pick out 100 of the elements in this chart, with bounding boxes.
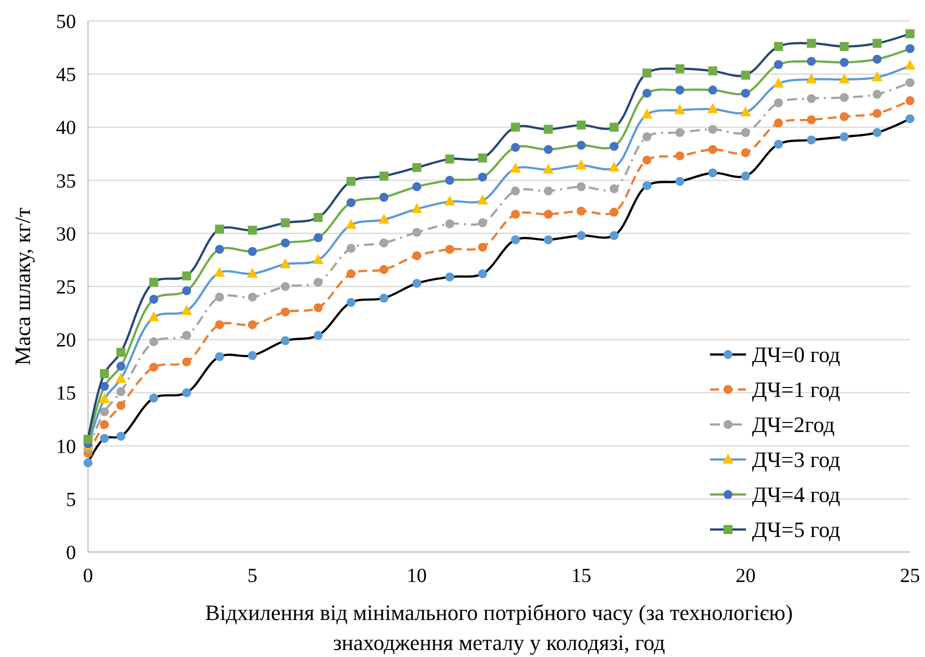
- point: [149, 294, 158, 304]
- point: [379, 294, 388, 303]
- point: [576, 182, 586, 192]
- point: [379, 265, 388, 274]
- y-tick-label: 45: [56, 64, 76, 86]
- x-tick-label: 25: [900, 565, 920, 587]
- point: [100, 382, 109, 391]
- point: [314, 303, 323, 312]
- point: [478, 172, 488, 182]
- point: [280, 336, 290, 346]
- point: [346, 218, 357, 229]
- point: [510, 210, 520, 219]
- point: [215, 320, 224, 330]
- point: [412, 228, 422, 237]
- point: [774, 60, 783, 70]
- point: [576, 159, 587, 170]
- point: [412, 182, 422, 192]
- point: [314, 278, 323, 287]
- point: [610, 231, 619, 240]
- point: [248, 226, 257, 235]
- point: [478, 154, 488, 162]
- point: [510, 122, 520, 132]
- point: [741, 88, 750, 98]
- point: [280, 218, 290, 228]
- point: [379, 192, 388, 202]
- point: [182, 286, 192, 296]
- point: [576, 206, 586, 216]
- point: [838, 73, 850, 84]
- point: [707, 103, 718, 114]
- x-tick-label: 0: [83, 565, 93, 587]
- point: [906, 114, 914, 124]
- point: [445, 272, 454, 282]
- point: [149, 278, 158, 287]
- point: [312, 254, 324, 264]
- point: [280, 258, 291, 268]
- point: [675, 128, 684, 138]
- point: [510, 162, 521, 173]
- y-tick-label: 40: [56, 117, 76, 140]
- point: [445, 244, 454, 254]
- x-tick-label: 15: [571, 565, 592, 587]
- point: [214, 266, 226, 277]
- point: [314, 233, 323, 242]
- point: [84, 458, 92, 468]
- point: [379, 172, 388, 181]
- point: [116, 432, 126, 441]
- point: [675, 64, 684, 74]
- point: [444, 196, 456, 206]
- point: [610, 184, 619, 194]
- point: [872, 38, 882, 48]
- point: [100, 420, 109, 430]
- y-tick-label: 10: [56, 436, 76, 458]
- point: [182, 271, 192, 280]
- point: [675, 176, 684, 186]
- point: [510, 186, 520, 196]
- point: [840, 112, 849, 122]
- point: [346, 298, 356, 307]
- point: [379, 238, 388, 248]
- point: [215, 224, 224, 234]
- point: [610, 208, 619, 217]
- legend-label: ДЧ=0 год: [752, 342, 840, 368]
- y-tick-label: 35: [56, 170, 76, 192]
- point: [544, 186, 553, 196]
- point: [906, 44, 914, 54]
- point: [181, 304, 192, 315]
- point: [346, 244, 356, 253]
- point: [840, 92, 849, 102]
- point: [708, 86, 718, 95]
- point: [116, 400, 126, 410]
- point: [642, 181, 652, 190]
- point: [740, 106, 752, 116]
- point: [806, 56, 816, 66]
- point: [412, 163, 422, 172]
- point: [280, 307, 290, 316]
- x-tick-label: 5: [247, 565, 258, 587]
- point: [346, 269, 356, 278]
- y-tick-label: 30: [56, 223, 76, 246]
- point: [98, 393, 110, 404]
- point: [806, 73, 817, 84]
- point: [115, 372, 126, 383]
- point: [642, 132, 652, 142]
- legend-label: ДЧ=3 год: [752, 447, 840, 472]
- point: [608, 162, 620, 172]
- point: [84, 434, 92, 444]
- point: [872, 128, 882, 138]
- point: [182, 388, 192, 398]
- point: [149, 394, 158, 403]
- point: [149, 362, 158, 372]
- point: [510, 235, 520, 244]
- point: [149, 337, 158, 346]
- x-tick-label: 20: [736, 565, 756, 587]
- point: [248, 246, 257, 256]
- point: [148, 311, 160, 322]
- point: [675, 151, 684, 160]
- point: [116, 362, 126, 371]
- point: [100, 369, 109, 378]
- point: [906, 78, 914, 88]
- point: [772, 78, 784, 88]
- point: [774, 42, 783, 51]
- point: [314, 212, 323, 222]
- point: [642, 88, 652, 98]
